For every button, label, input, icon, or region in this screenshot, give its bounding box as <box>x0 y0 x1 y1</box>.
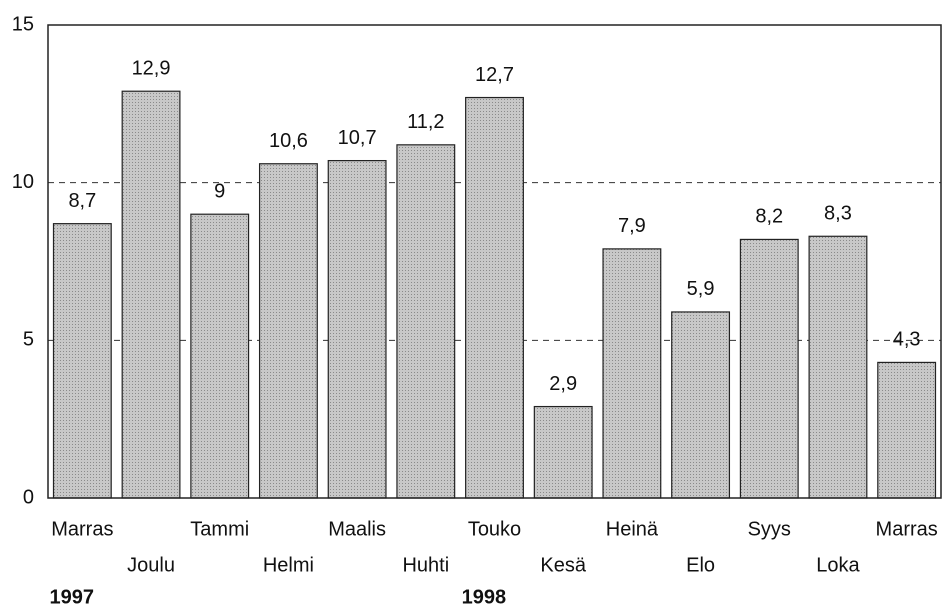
x-tick-label: Joulu <box>127 554 175 576</box>
year-label: 1998 <box>462 586 507 608</box>
value-label: 4,3 <box>893 329 921 351</box>
x-tick-label: Elo <box>686 554 715 576</box>
bar <box>258 163 318 499</box>
x-tick-label: Maalis <box>328 518 386 540</box>
x-tick-label: Heinä <box>606 518 659 540</box>
bar <box>602 248 662 499</box>
value-label: 10,6 <box>269 130 308 152</box>
value-label: 8,7 <box>68 190 96 212</box>
x-tick-label: Kesä <box>540 554 586 576</box>
y-tick-label: 0 <box>23 486 34 508</box>
value-label: 2,9 <box>549 373 577 395</box>
bar <box>533 405 593 499</box>
x-tick-label: Touko <box>468 518 521 540</box>
value-label: 12,9 <box>132 58 171 80</box>
value-label: 10,7 <box>338 127 377 149</box>
value-label: 5,9 <box>687 278 715 300</box>
value-label: 11,2 <box>407 111 444 133</box>
value-label: 9 <box>214 180 225 202</box>
bar <box>121 90 181 499</box>
value-label: 8,2 <box>755 206 783 228</box>
x-tick-label: Loka <box>816 554 860 576</box>
bar <box>739 238 799 499</box>
y-tick-label: 10 <box>12 171 34 193</box>
x-tick-label: Marras <box>876 518 938 540</box>
bar <box>52 223 112 499</box>
year-label: 1997 <box>49 586 94 608</box>
bar <box>808 235 868 499</box>
x-tick-label: Marras <box>51 518 113 540</box>
plot-frame <box>47 24 942 499</box>
value-label: 8,3 <box>824 203 852 225</box>
bar <box>190 213 250 499</box>
bar <box>671 311 731 499</box>
x-tick-label: Syys <box>748 518 791 540</box>
value-label: 12,7 <box>475 64 514 86</box>
bar <box>396 144 456 499</box>
value-label: 7,9 <box>618 215 646 237</box>
x-tick-label: Helmi <box>263 554 314 576</box>
bar <box>465 96 524 499</box>
bar <box>877 361 937 499</box>
y-tick-label: 15 <box>12 13 34 35</box>
x-tick-label: Huhti <box>402 554 449 576</box>
x-tick-label: Tammi <box>190 518 249 540</box>
bar <box>327 159 387 499</box>
y-tick-label: 5 <box>23 329 34 351</box>
